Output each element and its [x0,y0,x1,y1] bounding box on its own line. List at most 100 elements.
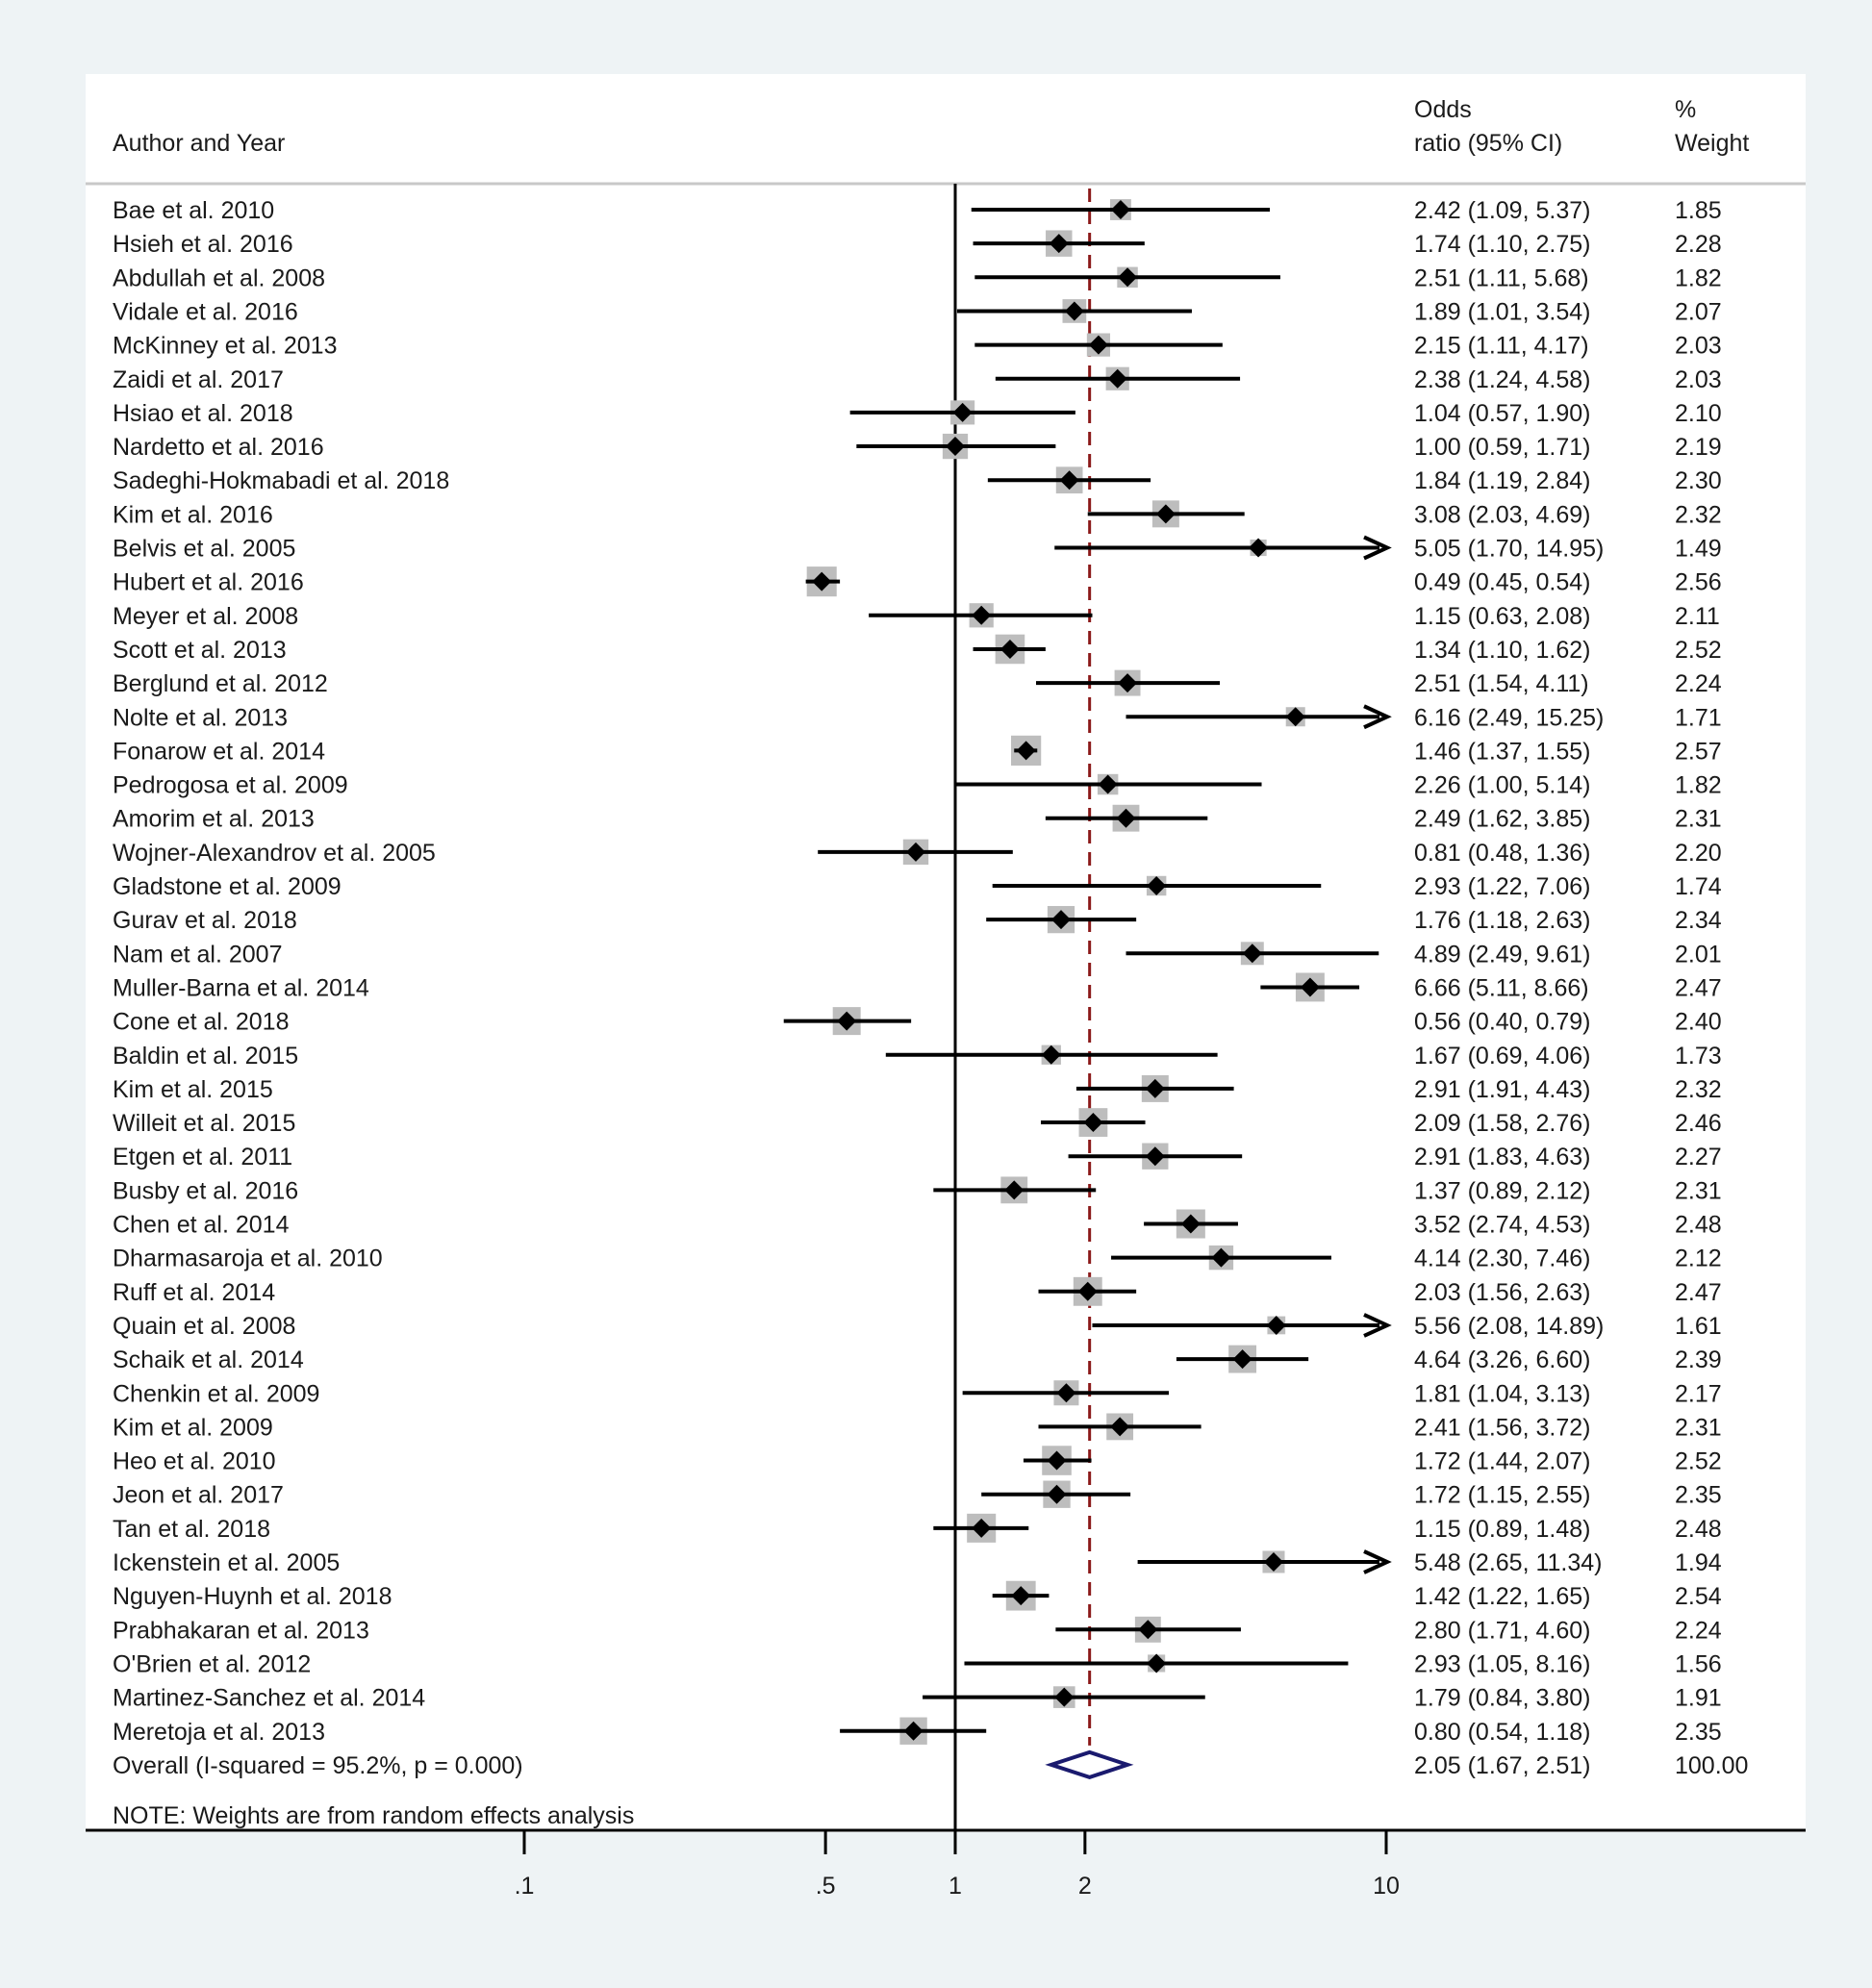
study-ci-text: 2.80 (1.71, 4.60) [1414,1617,1590,1644]
study-label: Belvis et al. 2005 [113,536,295,563]
study-row: Pedrogosa et al. 2009 2.26 (1.00, 5.14) 1.… [113,772,1722,799]
point-estimate-marker [1047,1484,1067,1504]
study-ci-text: 1.46 (1.37, 1.55) [1414,738,1590,765]
study-weight: 2.35 [1675,1482,1722,1509]
study-weight: 2.01 [1675,941,1722,968]
point-estimate-marker [837,1011,857,1031]
study-row: Abdullah et al. 2008 2.51 (1.11, 5.68) 1.8… [113,264,1722,291]
point-estimate-marker [1016,741,1036,761]
overall-ci-text: 2.05 (1.67, 2.51) [1414,1752,1590,1779]
study-row: Hsiao et al. 2018 1.04 (0.57, 1.90) 2.10 [113,400,1722,427]
study-ci-text: 1.76 (1.18, 2.63) [1414,907,1590,934]
study-weight: 2.27 [1675,1144,1722,1170]
ci-arrow [1363,704,1392,730]
study-ci-text: 4.89 (2.49, 9.61) [1414,941,1590,968]
study-weight: 2.47 [1675,1279,1722,1306]
study-label: Ickenstein et al. 2005 [113,1549,340,1576]
study-label: Chen et al. 2014 [113,1212,290,1239]
study-label: Vidale et al. 2016 [113,298,298,325]
point-estimate-marker [946,437,965,457]
study-ci-text: 1.89 (1.01, 3.54) [1414,298,1590,325]
study-row: Kim et al. 2009 2.41 (1.56, 3.72) 2.31 [113,1413,1722,1441]
study-label: Heo et al. 2010 [113,1448,276,1475]
point-estimate-marker [1285,707,1305,727]
study-ci-text: 1.74 (1.10, 2.75) [1414,231,1590,258]
study-label: Pedrogosa et al. 2009 [113,772,348,799]
study-weight: 2.52 [1675,1448,1722,1475]
header-or-line1: Odds [1414,96,1472,123]
study-row: Jeon et al. 2017 1.72 (1.15, 2.55) 2.35 [113,1480,1722,1509]
study-label: Baldin et al. 2015 [113,1043,298,1069]
study-weight: 1.91 [1675,1685,1722,1712]
study-label: Ruff et al. 2014 [113,1279,275,1306]
ci-arrow [1363,1313,1392,1338]
study-row: Ickenstein et al. 2005 5.48 (2.65, 11.34)… [113,1549,1722,1576]
study-weight: 2.31 [1675,806,1722,833]
study-label: Sadeghi-Hokmabadi et al. 2018 [113,467,449,494]
study-row: Zaidi et al. 2017 2.38 (1.24, 4.58) 2.03 [113,366,1722,393]
point-estimate-marker [1041,1044,1061,1065]
study-ci-text: 0.56 (0.40, 0.79) [1414,1009,1590,1036]
study-label: Nolte et al. 2013 [113,704,288,731]
study-label: O'Brien et al. 2012 [113,1650,311,1677]
study-label: Kim et al. 2015 [113,1076,273,1103]
study-label: Amorim et al. 2013 [113,806,315,833]
point-estimate-marker [1004,1180,1025,1200]
study-weight: 2.24 [1675,1617,1722,1644]
study-weight: 1.74 [1675,873,1722,900]
study-row: Cone et al. 2018 0.56 (0.40, 0.79) 2.40 [113,1007,1722,1036]
study-row: Bae et al. 2010 2.42 (1.09, 5.37) 1.85 [113,197,1722,224]
study-label: Busby et al. 2016 [113,1177,298,1204]
study-ci-text: 2.93 (1.22, 7.06) [1414,873,1590,900]
study-weight: 2.57 [1675,738,1722,765]
study-row: Gurav et al. 2018 1.76 (1.18, 2.63) 2.34 [113,906,1722,934]
study-ci-text: 4.14 (2.30, 7.46) [1414,1246,1590,1272]
point-estimate-marker [1054,1687,1075,1707]
study-weight: 2.32 [1675,501,1722,528]
study-label: Etgen et al. 2011 [113,1144,292,1170]
study-row: Baldin et al. 2015 1.67 (0.69, 4.06) 1.73 [113,1043,1722,1069]
study-weight: 1.49 [1675,536,1722,563]
study-weight: 1.71 [1675,704,1722,731]
header-study: Author and Year [113,130,285,157]
point-estimate-marker [1138,1620,1158,1640]
header-weight-line2: Weight [1675,130,1749,157]
study-label: Willeit et al. 2015 [113,1110,295,1137]
x-axis-ticks: .1 .5 1 2 10 [515,1830,1400,1900]
study-ci-text: 1.15 (0.89, 1.48) [1414,1516,1590,1543]
study-weight: 2.19 [1675,434,1722,461]
study-label: Gurav et al. 2018 [113,907,297,934]
study-weight: 2.20 [1675,840,1722,867]
study-ci-text: 1.42 (1.22, 1.65) [1414,1583,1590,1610]
study-row: Sadeghi-Hokmabadi et al. 2018 1.84 (1.19,… [113,466,1722,494]
point-estimate-marker [972,605,992,625]
study-row: Chen et al. 2014 3.52 (2.74, 4.53) 2.48 [113,1209,1722,1239]
point-estimate-marker [1266,1315,1286,1335]
study-rows: Bae et al. 2010 2.42 (1.09, 5.37) 1.85 Hsie… [113,184,1748,1830]
study-label: Nguyen-Huynh et al. 2018 [113,1583,392,1610]
study-label: Hsieh et al. 2016 [113,231,293,258]
study-row: Scott et al. 2013 1.34 (1.10, 1.62) 2.52 [113,634,1722,665]
study-row: Wojner-Alexandrov et al. 2005 0.81 (0.48,… [113,839,1722,867]
point-estimate-marker [906,842,926,862]
point-estimate-marker [1180,1214,1201,1234]
study-ci-text: 2.51 (1.54, 4.11) [1414,670,1589,697]
study-label: Berglund et al. 2012 [113,670,328,697]
study-label: Meyer et al. 2008 [113,603,298,630]
study-weight: 2.48 [1675,1516,1722,1543]
study-ci-text: 2.42 (1.09, 5.37) [1414,197,1590,224]
study-row: Vidale et al. 2016 1.89 (1.01, 3.54) 2.07 [113,298,1722,325]
study-ci-text: 2.09 (1.58, 2.76) [1414,1110,1590,1137]
study-label: Nam et al. 2007 [113,941,283,968]
study-label: Hubert et al. 2016 [113,569,304,596]
study-ci-text: 2.38 (1.24, 4.58) [1414,366,1590,393]
study-ci-text: 5.48 (2.65, 11.34) [1414,1549,1603,1576]
study-row: Willeit et al. 2015 2.09 (1.58, 2.76) 2.46 [113,1108,1722,1137]
study-label: Nardetto et al. 2016 [113,434,324,461]
study-ci-text: 0.49 (0.45, 0.54) [1414,569,1590,596]
point-estimate-marker [1147,876,1167,895]
study-ci-text: 3.52 (2.74, 4.53) [1414,1212,1590,1239]
point-estimate-marker [903,1721,923,1741]
study-weight: 1.82 [1675,264,1722,291]
study-label: Prabhakaran et al. 2013 [113,1617,369,1644]
